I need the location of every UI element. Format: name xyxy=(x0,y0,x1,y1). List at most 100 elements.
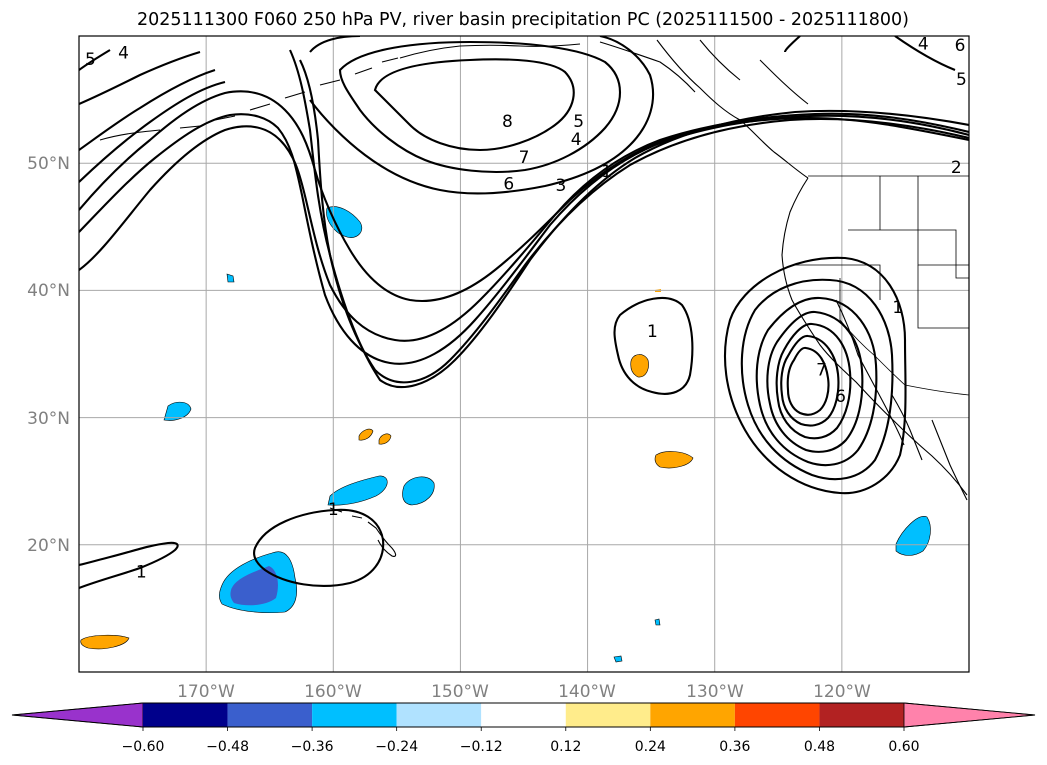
pv-contour xyxy=(79,50,201,105)
contour-label: 5 xyxy=(85,50,96,70)
pv-contour xyxy=(723,256,907,495)
precip-region-neg xyxy=(326,206,363,238)
colorbar-tick-label: −0.36 xyxy=(291,739,334,755)
colorbar: −0.60 −0.48 −0.36 −0.24 −0.12 0.12 0.24 0.36 0.4… xyxy=(11,702,1036,755)
border-line xyxy=(904,384,969,396)
pv-contour xyxy=(786,346,830,416)
pv-contours xyxy=(79,36,969,589)
lon-tick-label: 120°W xyxy=(813,682,871,702)
colorbar-segment xyxy=(312,703,397,727)
contour-label: 1 xyxy=(647,322,658,342)
lon-tick-label: 150°W xyxy=(431,682,489,702)
contour-label: 1 xyxy=(601,162,612,182)
lon-tick-label: 170°W xyxy=(177,682,235,702)
colorbar-tick-label: −0.60 xyxy=(122,739,165,755)
precip-region-neg xyxy=(613,655,623,663)
pv-contour xyxy=(755,296,878,467)
contour-label: 5 xyxy=(573,112,584,132)
pv-contour xyxy=(338,40,622,174)
contour-label: 4 xyxy=(118,44,129,64)
lat-tick-label: 50°N xyxy=(27,154,70,174)
colorbar-tick-label: 0.48 xyxy=(804,739,835,755)
baja-coast xyxy=(891,394,968,501)
latitude-labels: 50°N 40°N 30°N 20°N xyxy=(27,154,70,556)
contour-label: 6 xyxy=(955,36,966,56)
precip-region-neg xyxy=(226,273,235,283)
contour-label: 1 xyxy=(328,500,339,520)
contour-label: 8 xyxy=(502,112,513,132)
chart-title: 2025111300 F060 250 hPa PV, river basin … xyxy=(137,10,909,30)
contour-label: 4 xyxy=(571,130,582,150)
precip-region-neg xyxy=(327,475,388,506)
lon-tick-label: 140°W xyxy=(558,682,616,702)
colorbar-tick-label: −0.48 xyxy=(206,739,249,755)
coastlines xyxy=(99,39,968,557)
contour-label: 6 xyxy=(503,175,514,195)
colorbar-segment xyxy=(227,703,313,727)
pv-contour xyxy=(79,113,969,365)
coastline xyxy=(781,177,968,496)
colorbar-tick-label: 0.24 xyxy=(635,739,666,755)
coastline xyxy=(835,299,905,446)
map-frame xyxy=(78,35,970,673)
contour-label: 4 xyxy=(918,35,929,55)
colorbar-segment xyxy=(396,703,482,727)
longitude-labels: 170°W 160°W 150°W 140°W 130°W 120°W xyxy=(177,682,871,702)
precip-region-neg-core xyxy=(230,566,278,606)
pv-contour xyxy=(740,278,894,481)
pv-contour xyxy=(79,541,179,589)
colorbar-tick-label: 0.60 xyxy=(888,739,919,755)
lat-tick-label: 20°N xyxy=(27,536,70,556)
gridlines xyxy=(79,36,969,672)
pv-contour xyxy=(613,296,694,395)
lon-tick-label: 160°W xyxy=(304,682,362,702)
colorbar-tick-label: 0.36 xyxy=(719,739,750,755)
pv-contour xyxy=(79,49,969,389)
colorbar-segment xyxy=(734,703,820,727)
pv-contour xyxy=(766,310,864,453)
border-line xyxy=(795,264,969,329)
pv-contour xyxy=(373,58,575,152)
precip-region-neg xyxy=(402,476,435,506)
colorbar-segment xyxy=(481,703,566,727)
precip-shading xyxy=(80,206,931,663)
pv-contour xyxy=(79,59,969,384)
colorbar-tick-label: 0.12 xyxy=(550,739,581,755)
lon-tick-label: 130°W xyxy=(686,682,744,702)
colorbar-tick-label: −0.12 xyxy=(460,739,503,755)
contour-label: 3 xyxy=(555,176,566,196)
pv-contour xyxy=(780,334,840,427)
contour-label: 1 xyxy=(892,298,903,318)
colorbar-tick-label: −0.24 xyxy=(375,739,418,755)
contour-label: 1 xyxy=(136,563,147,583)
colorbar-segment xyxy=(650,703,735,727)
lat-tick-label: 30°N xyxy=(27,409,70,429)
colorbar-segment xyxy=(565,703,651,727)
colorbar-segment xyxy=(819,703,904,727)
contour-label: 7 xyxy=(816,360,827,380)
precip-region-pos xyxy=(378,433,392,445)
precip-region-pos xyxy=(80,634,130,650)
aleutians xyxy=(99,57,399,141)
precip-region-pos xyxy=(358,428,374,441)
colorbar-extend-low xyxy=(11,702,144,728)
pv-contour xyxy=(79,49,111,71)
precip-region-pos xyxy=(630,354,649,378)
precip-region-pos xyxy=(654,451,694,469)
colorbar-extend-high xyxy=(903,702,1036,728)
pv-contour xyxy=(775,322,852,440)
precip-region-neg xyxy=(895,516,931,556)
contour-label: 2 xyxy=(951,158,962,178)
colorbar-segment xyxy=(143,703,228,727)
contour-label: 7 xyxy=(519,148,530,168)
precip-region-neg xyxy=(163,401,192,421)
lat-tick-label: 40°N xyxy=(27,281,70,301)
contour-label: 5 xyxy=(956,70,967,90)
border-line xyxy=(848,229,969,279)
precip-region-neg xyxy=(654,618,661,626)
contour-label: 6 xyxy=(835,387,846,407)
coastline xyxy=(699,39,809,105)
